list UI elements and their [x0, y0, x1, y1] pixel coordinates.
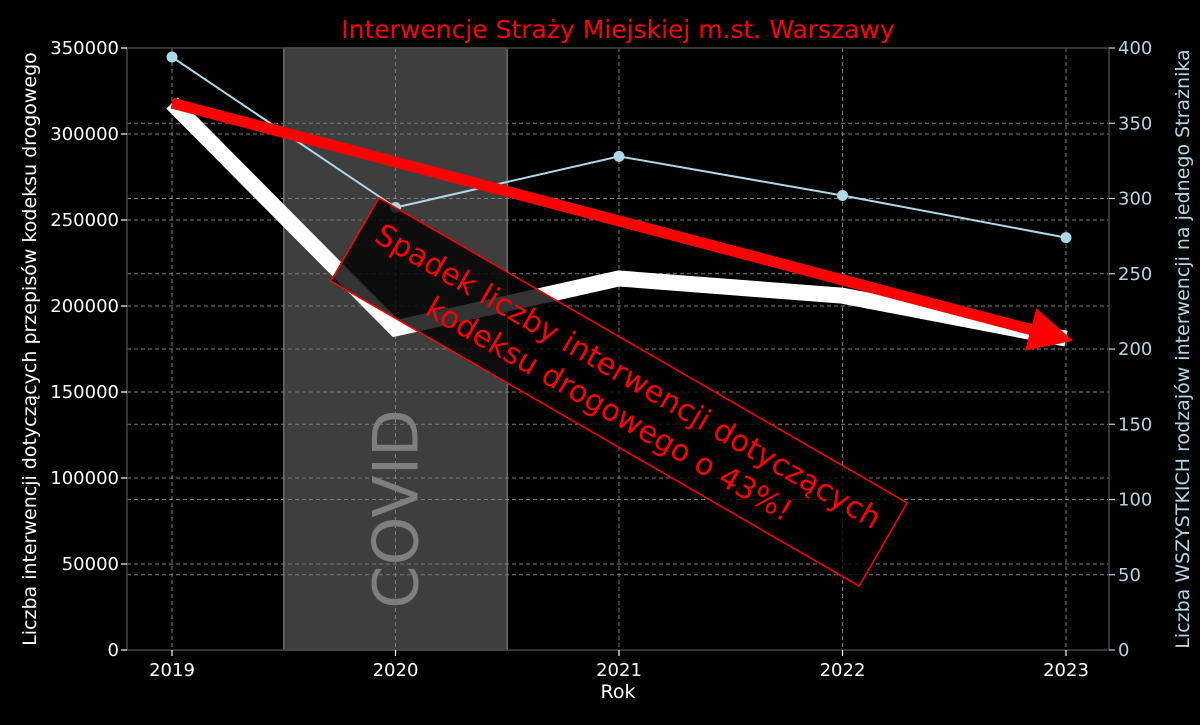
y-tick-label-left: 200000 — [50, 296, 119, 317]
annotation-frame — [329, 196, 909, 588]
covid-label: COVID — [360, 409, 433, 608]
y-tick-label-right: 400 — [1118, 38, 1152, 59]
trend-arrow — [170, 97, 1074, 351]
y-tick-label-right: 0 — [1118, 640, 1129, 661]
x-tick-label: 2020 — [373, 660, 419, 681]
y-tick-label-right: 250 — [1118, 264, 1152, 285]
y-tick-label-left: 350000 — [50, 38, 119, 59]
y-tick-label-right: 300 — [1118, 189, 1152, 210]
series-per-guard-point — [1060, 232, 1072, 244]
y-tick-label-left: 0 — [108, 640, 119, 661]
x-tick-label: 2023 — [1043, 660, 1089, 681]
y-tick-label-right: 100 — [1118, 490, 1152, 511]
y-tick-label-left: 300000 — [50, 124, 119, 145]
x-tick-label: 2021 — [596, 660, 642, 681]
x-axis-label: Rok — [601, 681, 636, 703]
y-tick-label-right: 150 — [1118, 414, 1152, 435]
chart-title: Interwencje Straży Miejskiej m.st. Warsz… — [341, 15, 895, 44]
series-traffic-line — [166, 97, 1068, 347]
y-axis-label-left: Liczba interwencji dotyczących przepisów… — [19, 52, 41, 646]
y-tick-label-left: 100000 — [50, 468, 119, 489]
y-tick-label-right: 200 — [1118, 339, 1152, 360]
y-tick-label-left: 150000 — [50, 382, 119, 403]
x-tick-label: 2022 — [820, 660, 866, 681]
y-tick-label-left: 250000 — [50, 210, 119, 231]
series-per-guard-point — [837, 189, 848, 201]
y-tick-label-right: 350 — [1118, 113, 1152, 134]
series-per-guard-point — [613, 150, 625, 162]
y-axis-label-right: Liczba WSZYSTKICH rodzajów interwencji n… — [1172, 49, 1194, 648]
x-tick-label: 2019 — [149, 660, 195, 681]
series-per-guard-point — [166, 51, 178, 63]
y-tick-label-left: 50000 — [62, 554, 119, 575]
y-tick-label-right: 50 — [1118, 565, 1141, 586]
